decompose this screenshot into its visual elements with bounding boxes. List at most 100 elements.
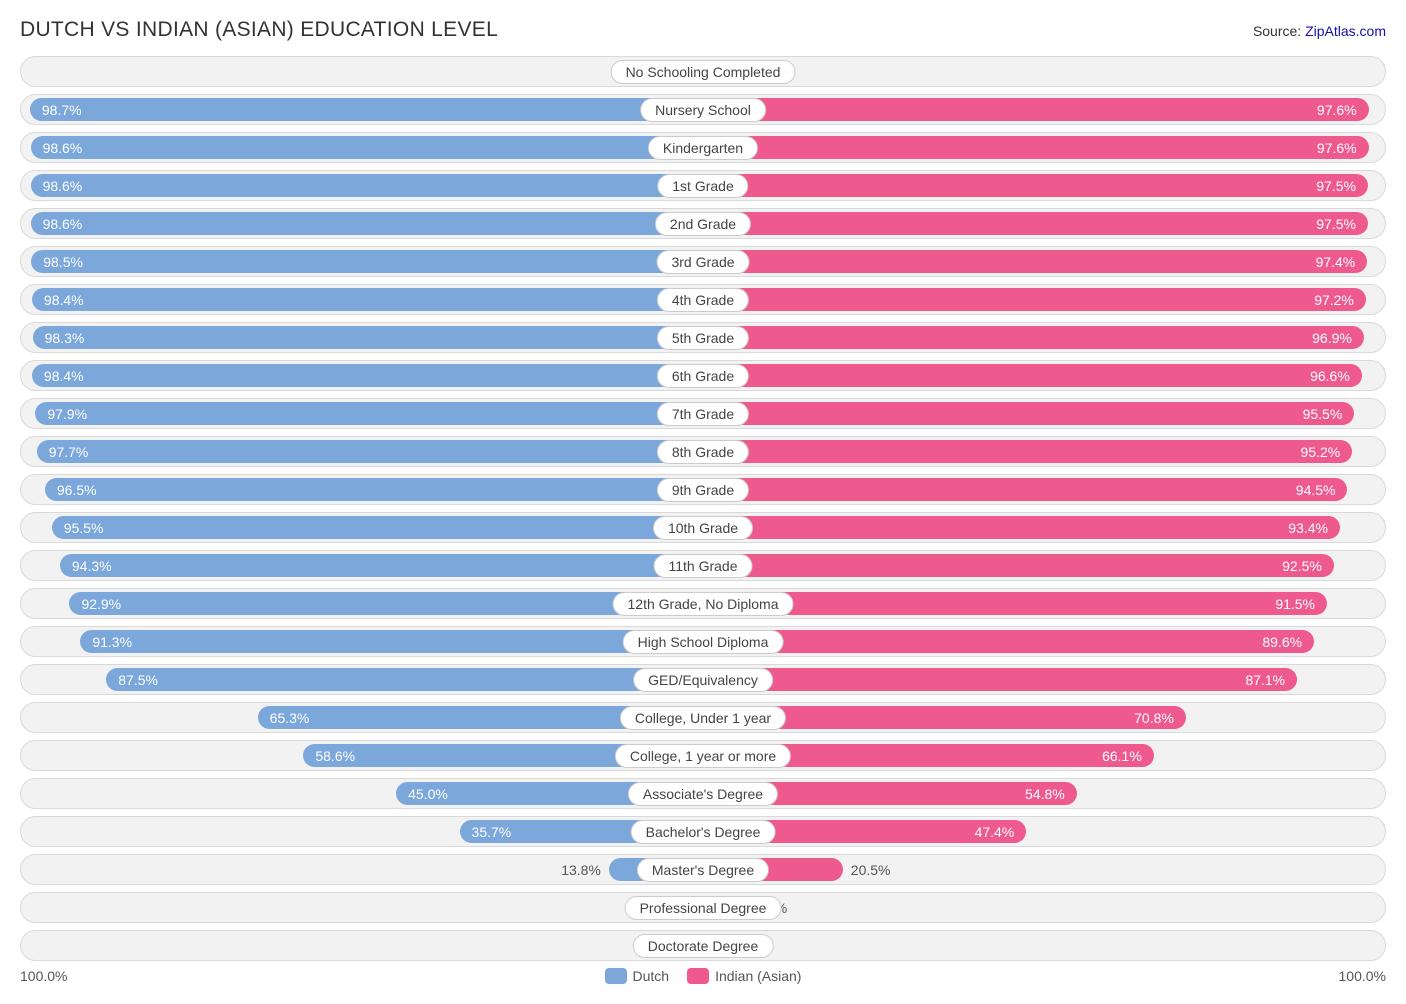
chart-row: 96.5%94.5%9th Grade [20, 474, 1386, 505]
bar-indian-value: 95.2% [1301, 444, 1341, 460]
source-link[interactable]: ZipAtlas.com [1305, 23, 1386, 39]
bar-dutch: 98.3% [33, 326, 703, 349]
category-label: 9th Grade [657, 478, 749, 502]
bar-indian: 97.5% [703, 212, 1368, 235]
category-label: No Schooling Completed [611, 60, 796, 84]
bar-dutch: 98.5% [31, 250, 703, 273]
bar-indian: 91.5% [703, 592, 1327, 615]
legend-swatch-dutch [605, 968, 627, 984]
bar-indian-value: 66.1% [1102, 748, 1142, 764]
bar-indian-value: 97.5% [1316, 216, 1356, 232]
bar-indian: 96.9% [703, 326, 1364, 349]
bar-dutch: 97.7% [37, 440, 703, 463]
category-label: College, 1 year or more [615, 744, 791, 768]
chart-row: 94.3% 92.5% 11th Grade [20, 550, 1386, 581]
bar-dutch: 98.6% [31, 174, 703, 197]
category-label: GED/Equivalency [633, 668, 773, 692]
legend-item-indian: Indian (Asian) [687, 968, 801, 984]
bar-dutch-value: 13.8% [561, 855, 601, 884]
chart-source: Source: ZipAtlas.com [1253, 23, 1386, 39]
bar-indian-value: 95.5% [1303, 406, 1343, 422]
bar-dutch-value: 92.9% [81, 596, 121, 612]
bar-indian: 89.6% [703, 630, 1314, 653]
chart-row: 58.6% 66.1% College, 1 year or more [20, 740, 1386, 771]
bar-indian: 93.4% [703, 516, 1340, 539]
bar-dutch-value: 98.7% [42, 102, 82, 118]
bar-indian: 97.6% [703, 136, 1369, 159]
category-label: 2nd Grade [655, 212, 751, 236]
chart-row: 98.7%97.6%Nursery School [20, 94, 1386, 125]
chart-row: 1.8%2.9%Doctorate Degree [20, 930, 1386, 961]
bar-dutch-value: 35.7% [472, 824, 512, 840]
bar-dutch: 98.6% [31, 212, 703, 235]
chart-row: 97.9% 95.5% 7th Grade [20, 398, 1386, 429]
bar-dutch-value: 97.9% [47, 406, 87, 422]
chart-row: 98.5%97.4%3rd Grade [20, 246, 1386, 277]
category-label: 12th Grade, No Diploma [613, 592, 794, 616]
chart-row: 13.8% 20.5% Master's Degree [20, 854, 1386, 885]
bar-dutch-value: 65.3% [270, 710, 310, 726]
category-label: 7th Grade [657, 402, 749, 426]
chart-row: 45.0% 54.8% Associate's Degree [20, 778, 1386, 809]
bar-dutch-value: 98.4% [44, 292, 84, 308]
bar-dutch: 98.7% [30, 98, 703, 121]
chart-row: 65.3% 70.8% College, Under 1 year [20, 702, 1386, 733]
category-label: College, Under 1 year [620, 706, 786, 730]
bar-indian: 92.5% [703, 554, 1334, 577]
bar-dutch-value: 58.6% [315, 748, 355, 764]
source-label: Source: [1253, 23, 1301, 39]
bar-dutch: 95.5% [52, 516, 703, 539]
chart-rows: 1.4%2.5%No Schooling Completed98.7%97.6%… [20, 56, 1386, 961]
category-label: Doctorate Degree [633, 934, 774, 958]
category-label: Master's Degree [637, 858, 769, 882]
bar-dutch-value: 96.5% [57, 482, 97, 498]
chart-row: 87.5%87.1%GED/Equivalency [20, 664, 1386, 695]
bar-dutch: 98.4% [32, 288, 703, 311]
chart-row: 98.4%97.2%4th Grade [20, 284, 1386, 315]
bar-dutch: 92.9% [69, 592, 703, 615]
chart-title: DUTCH VS INDIAN (ASIAN) EDUCATION LEVEL [20, 18, 498, 42]
bar-indian-value: 70.8% [1134, 710, 1174, 726]
bar-indian: 95.5% [703, 402, 1354, 425]
bar-indian: 95.2% [703, 440, 1352, 463]
chart-row: 4.0%6.5%Professional Degree [20, 892, 1386, 923]
bar-dutch-value: 91.3% [92, 634, 132, 650]
category-label: Nursery School [640, 98, 766, 122]
bar-dutch: 94.3% [60, 554, 703, 577]
bar-indian-value: 20.5% [851, 855, 891, 884]
chart-header: DUTCH VS INDIAN (ASIAN) EDUCATION LEVEL … [20, 18, 1386, 42]
bar-indian-value: 97.5% [1316, 178, 1356, 194]
axis-left-label: 100.0% [20, 968, 605, 984]
bar-dutch-value: 95.5% [64, 520, 104, 536]
bar-dutch: 91.3% [80, 630, 703, 653]
bar-dutch-value: 98.6% [43, 140, 83, 156]
category-label: 8th Grade [657, 440, 749, 464]
category-label: 6th Grade [657, 364, 749, 388]
chart-row: 98.6% 97.5% 2nd Grade [20, 208, 1386, 239]
category-label: 11th Grade [653, 554, 752, 578]
bar-indian-value: 47.4% [975, 824, 1015, 840]
bar-dutch-value: 98.6% [43, 216, 83, 232]
category-label: High School Diploma [623, 630, 784, 654]
chart-row: 95.5% 93.4%10th Grade [20, 512, 1386, 543]
bar-dutch-value: 98.3% [45, 330, 85, 346]
chart-footer: 100.0% Dutch Indian (Asian) 100.0% [20, 968, 1386, 984]
bar-indian-value: 96.6% [1310, 368, 1350, 384]
chart-row: 35.7%47.4%Bachelor's Degree [20, 816, 1386, 847]
bar-dutch-value: 97.7% [49, 444, 89, 460]
chart-row: 92.9% 91.5%12th Grade, No Diploma [20, 588, 1386, 619]
chart-row: 97.7% 95.2% 8th Grade [20, 436, 1386, 467]
bar-dutch-value: 45.0% [408, 786, 448, 802]
category-label: 3rd Grade [656, 250, 749, 274]
bar-dutch: 98.6% [31, 136, 703, 159]
bar-indian-value: 92.5% [1282, 558, 1322, 574]
chart-legend: Dutch Indian (Asian) [605, 968, 802, 984]
category-label: Associate's Degree [628, 782, 778, 806]
bar-indian-value: 97.2% [1314, 292, 1354, 308]
category-label: 10th Grade [653, 516, 753, 540]
bar-indian-value: 54.8% [1025, 786, 1065, 802]
category-label: 1st Grade [657, 174, 748, 198]
bar-indian-value: 89.6% [1262, 634, 1302, 650]
bar-indian: 97.5% [703, 174, 1368, 197]
bar-dutch: 87.5% [106, 668, 703, 691]
